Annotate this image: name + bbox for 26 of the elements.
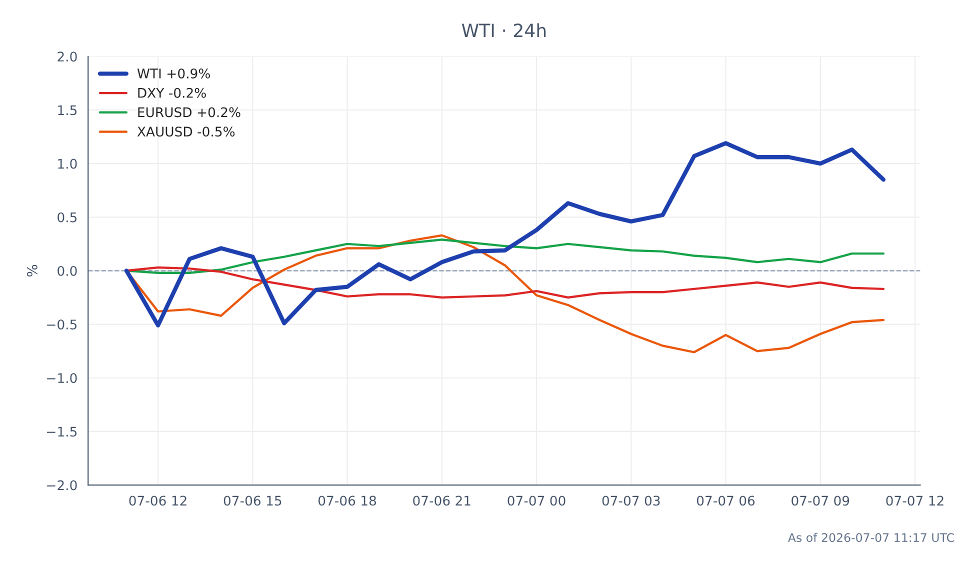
- y-tick-label: 1.0: [58, 158, 77, 169]
- y-tick-label: −1.0: [47, 373, 77, 384]
- y-tick-label: 0.0: [58, 266, 77, 276]
- x-tick-label: 07-07 00: [508, 496, 566, 506]
- x-tick-label: 07-07 03: [602, 496, 660, 506]
- text: As of 2026-07-07 11:17 UTC: [788, 532, 954, 542]
- x-tick-label: 07-06 15: [224, 496, 282, 506]
- y-axis-title: %: [26, 264, 38, 277]
- x-tick-label: 07-06 18: [318, 496, 376, 506]
- y-tick-label: 2.0: [58, 52, 77, 62]
- x-tick-label: 07-07 06: [696, 496, 755, 506]
- x-tick-label: 07-07 12: [886, 496, 944, 506]
- x-tick-label: 07-06 21: [413, 496, 470, 506]
- y-tick-label: 1.5: [58, 105, 77, 116]
- y-tick-label: −1.5: [47, 426, 77, 437]
- chart-title: WTI · 24h: [462, 23, 546, 37]
- legend-label: DXY -0.2%: [138, 88, 206, 98]
- legend-label: EURUSD +0.2%: [138, 107, 240, 118]
- legend-label: XAUUSD -0.5%: [137, 126, 235, 137]
- legend-label: WTI +0.9%: [137, 68, 210, 78]
- y-tick-label: −0.5: [47, 320, 77, 330]
- x-tick-label: 07-06 12: [129, 496, 186, 506]
- x-tick-label: 07-07 09: [792, 496, 850, 506]
- y-tick-label: 0.5: [58, 212, 77, 222]
- y-tick-label: −2.0: [47, 480, 77, 490]
- line-series: [124, 141, 886, 328]
